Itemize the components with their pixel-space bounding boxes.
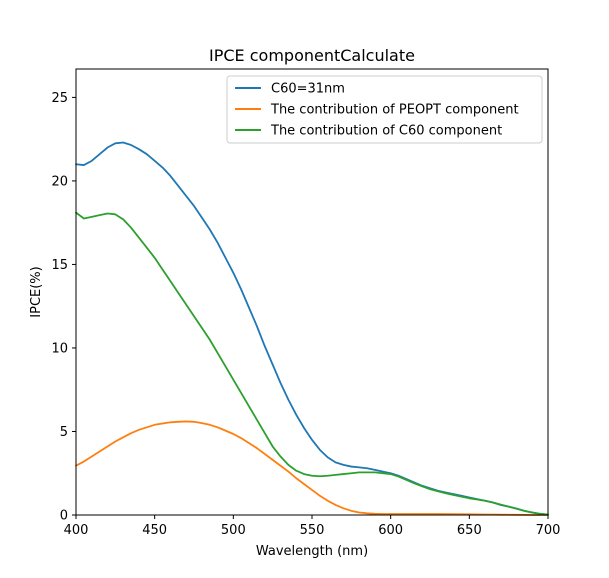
x-tick-label: 650 (457, 523, 482, 538)
x-tick-label: 400 (64, 523, 89, 538)
legend-label-0: C60=31nm (271, 82, 345, 97)
series-line-0 (75, 141, 549, 516)
plot-lines (75, 141, 549, 516)
legend: C60=31nm The contribution of PEOPT compon… (226, 75, 543, 144)
legend-label-1: The contribution of PEOPT component (270, 103, 519, 118)
x-tick-label: 450 (142, 523, 167, 538)
chart-title: IPCE componentCalculate (209, 46, 415, 65)
y-tick-label: 20 (51, 174, 68, 189)
x-tick-label: 700 (536, 523, 561, 538)
x-axis-label: Wavelength (nm) (256, 544, 368, 559)
x-axis: 400 450 500 550 600 650 700 (64, 515, 561, 538)
y-tick-label: 10 (51, 341, 68, 356)
y-axis-label: IPCE(%) (29, 266, 44, 317)
series-line-1 (75, 420, 549, 516)
y-tick-label: 5 (60, 425, 68, 440)
y-tick-label: 15 (51, 258, 68, 273)
x-tick-label: 600 (378, 523, 403, 538)
legend-label-2: The contribution of C60 component (270, 124, 502, 139)
series-line-2 (75, 211, 549, 516)
y-axis: 0 5 10 15 20 25 (51, 91, 76, 524)
x-tick-label: 550 (300, 523, 325, 538)
y-tick-label: 25 (51, 91, 68, 106)
y-tick-label: 0 (60, 509, 68, 524)
legend-box (226, 75, 543, 144)
x-tick-label: 500 (221, 523, 246, 538)
